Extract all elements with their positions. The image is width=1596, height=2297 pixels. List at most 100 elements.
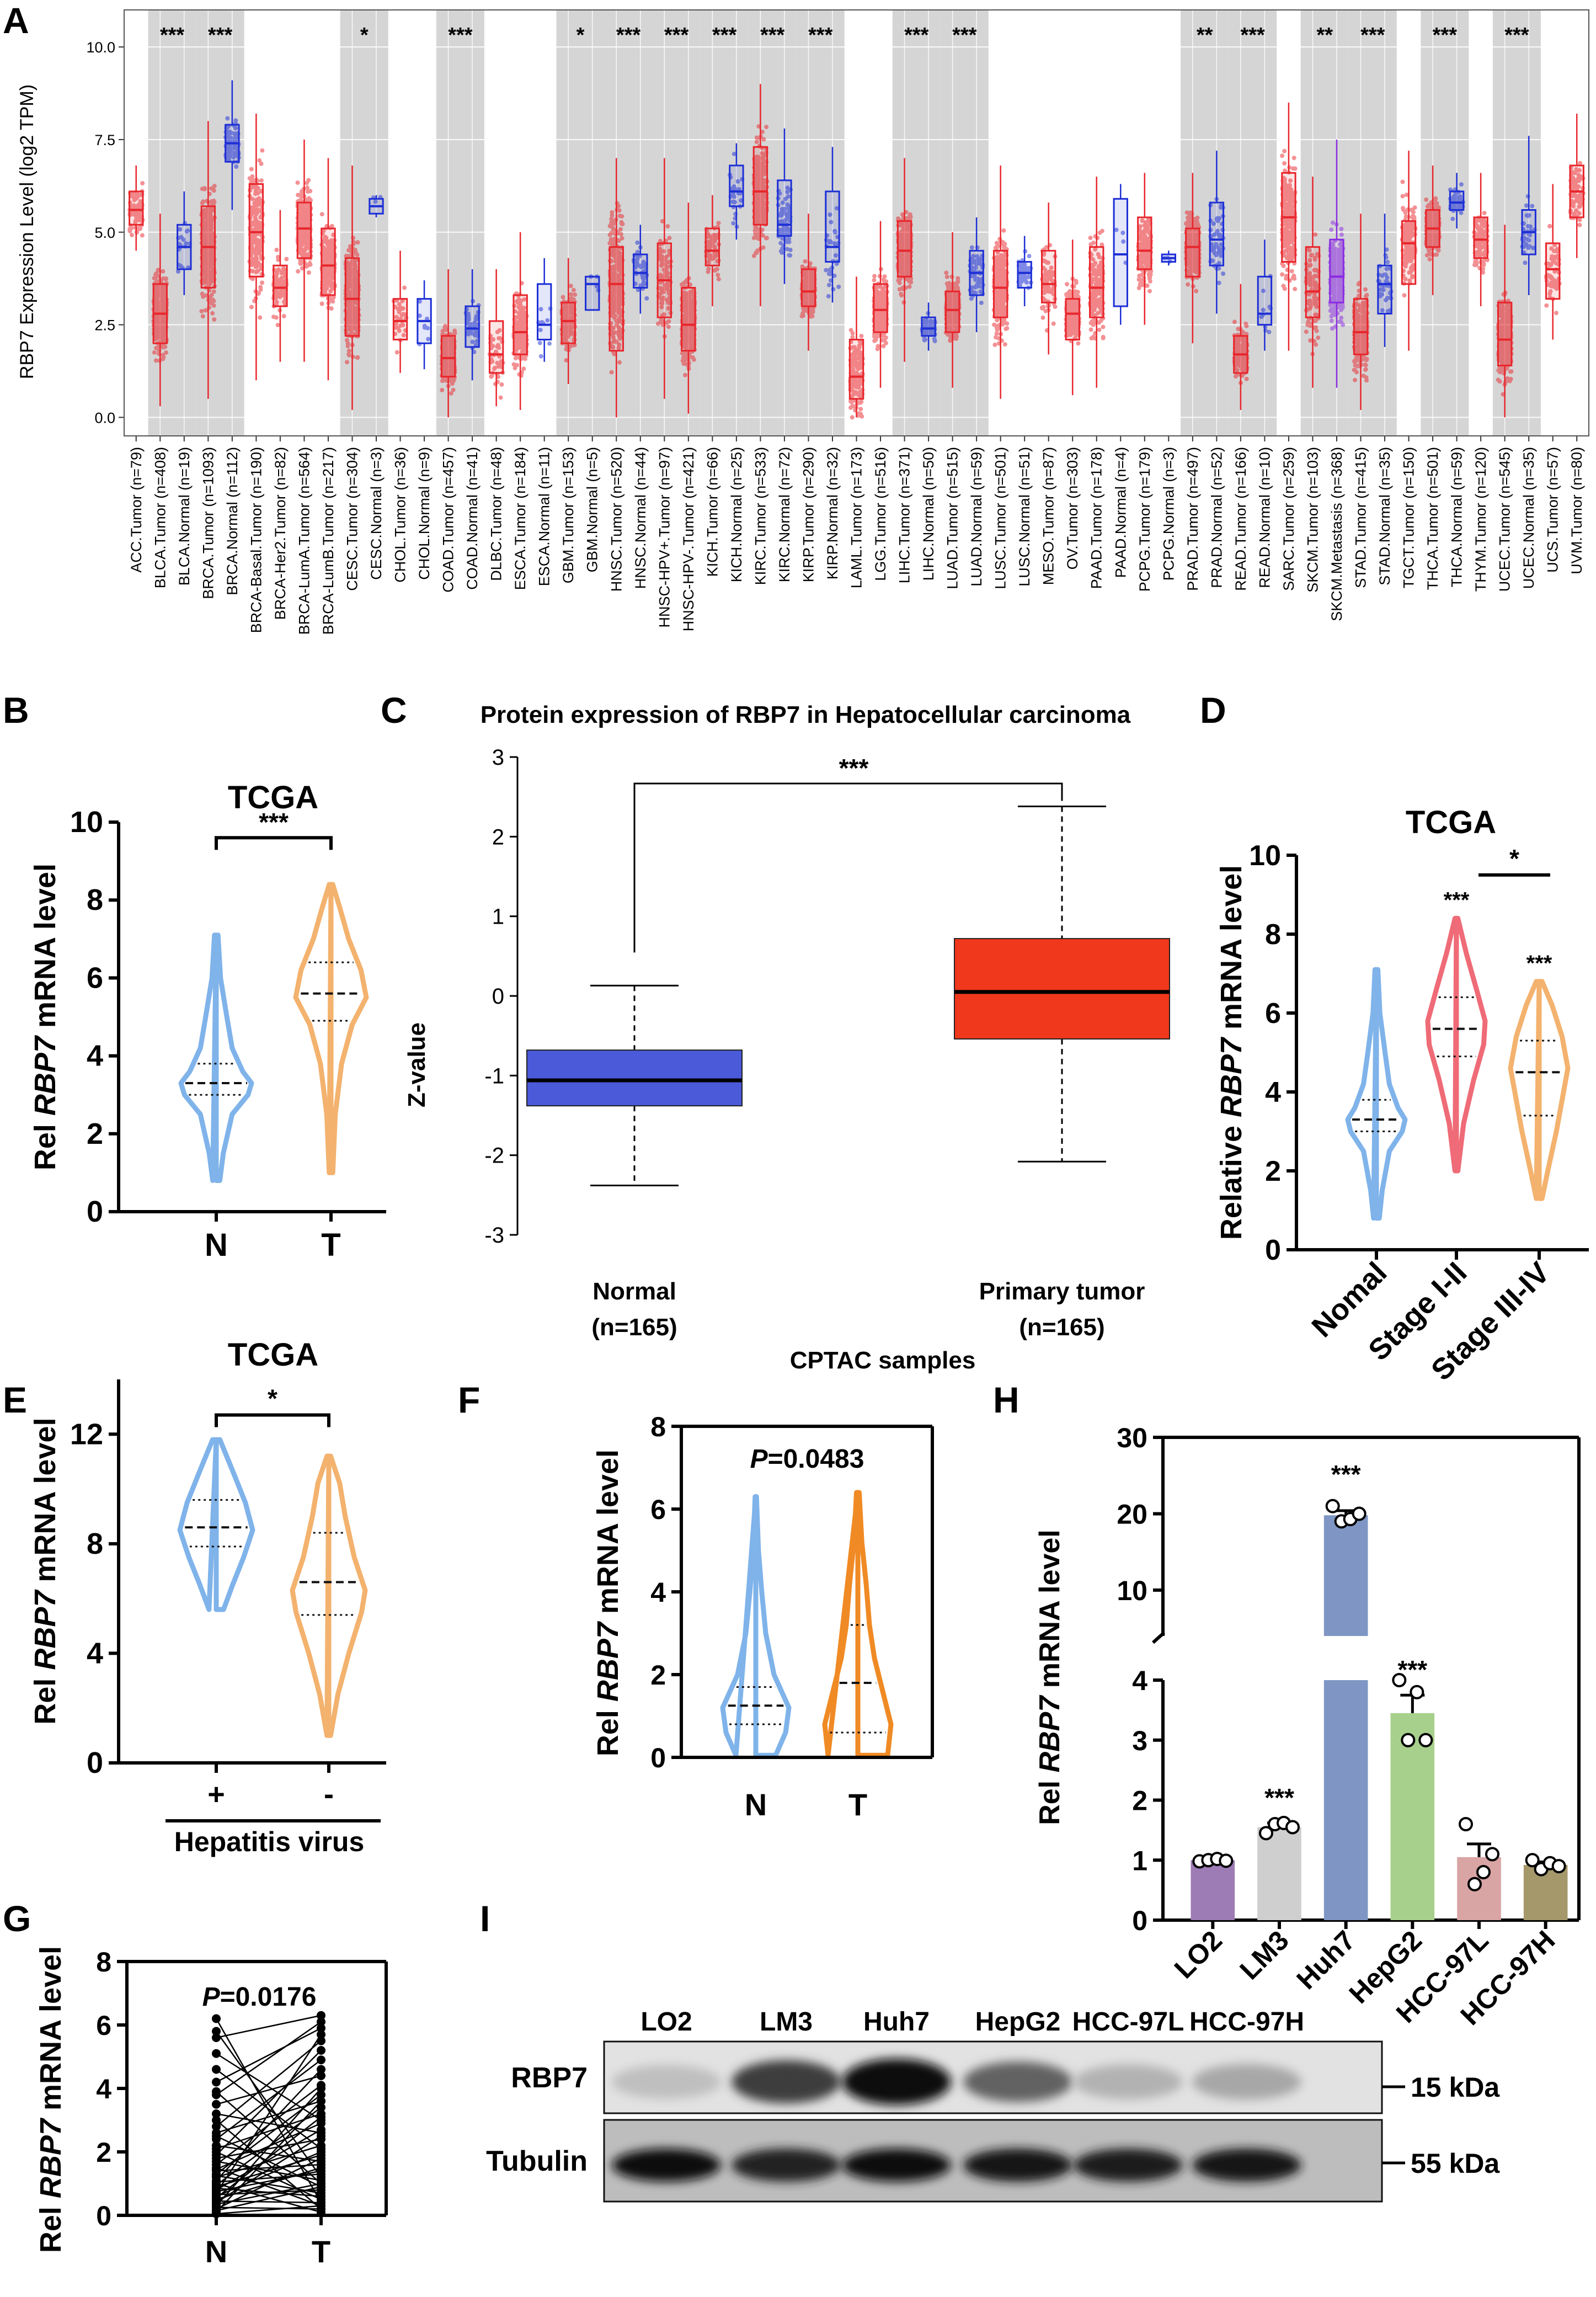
data-point [836, 284, 841, 289]
data-point [225, 116, 230, 121]
box-gbm.normal [585, 275, 600, 311]
box-hnsc.tumor [608, 246, 624, 352]
data-point [561, 295, 565, 300]
data-point [211, 303, 216, 308]
box-coad.tumor [440, 335, 456, 378]
data-point [449, 391, 453, 396]
panel-label-a: A [3, 0, 29, 41]
data-point [498, 395, 503, 400]
shade-band [652, 10, 701, 436]
data-point [153, 358, 158, 363]
data-point [135, 192, 140, 197]
data-point [778, 241, 783, 246]
data-point [161, 269, 166, 274]
box-kirc.tumor [752, 146, 768, 226]
data-point [247, 176, 252, 181]
data-point [872, 278, 877, 283]
data-point [346, 353, 351, 358]
data-point [130, 232, 134, 237]
data-point [824, 268, 829, 273]
data-point [351, 354, 355, 359]
data-point [753, 231, 758, 236]
data-point [716, 276, 721, 281]
data-point [537, 340, 542, 345]
data-point [568, 284, 573, 289]
x-tick-label: BRCA.Normal (n=112) [224, 447, 241, 595]
box-esca.normal [536, 283, 552, 340]
x-tick-label: KICH.Normal (n=25) [728, 447, 745, 582]
data-point [872, 274, 877, 279]
data-point [538, 354, 543, 359]
data-point [260, 280, 265, 285]
data-point [666, 324, 671, 329]
data-point [178, 227, 182, 232]
data-point [161, 355, 166, 359]
data-point [275, 323, 280, 328]
x-tick-label: CHOL.Normal (n=9) [416, 447, 433, 580]
data-point [569, 292, 573, 297]
data-point [521, 366, 526, 371]
x-tick-label: COAD.Normal (n=41) [464, 447, 481, 590]
data-point [644, 296, 649, 301]
data-point [308, 198, 313, 202]
data-point [306, 270, 311, 275]
box-dlbc.tumor [488, 320, 504, 374]
data-point [499, 382, 504, 387]
data-point [210, 297, 215, 302]
data-point [452, 331, 457, 335]
data-point [281, 314, 286, 318]
box-kich.normal [729, 164, 744, 207]
x-tick-label: BRCA.Tumor (n=1093) [200, 447, 216, 599]
x-tick-label: HNSC.Tumor (n=520) [608, 447, 624, 591]
data-point [850, 335, 855, 340]
shade-band [796, 10, 845, 436]
data-point [848, 328, 853, 333]
data-point [619, 220, 624, 225]
data-point [355, 253, 360, 257]
data-point [234, 164, 239, 169]
data-point [683, 353, 687, 358]
data-point [176, 269, 180, 274]
data-point [754, 135, 759, 140]
data-point [760, 233, 765, 238]
x-tick-label: GBM.Tumor (n=153) [560, 447, 577, 583]
x-tick-label: LAML.Tumor (n=173) [848, 447, 865, 588]
data-point [260, 148, 265, 153]
data-point [850, 415, 855, 420]
box-cesc.tumor [344, 257, 360, 337]
data-point [330, 297, 335, 302]
y-tick-label: 7.5 [94, 132, 115, 148]
box-gbm.tumor [561, 301, 576, 344]
data-point [489, 374, 494, 379]
x-tick-label: CESC.Normal (n=3) [368, 447, 385, 580]
box-kirp.normal [825, 190, 840, 263]
data-point [858, 407, 863, 412]
data-point [184, 229, 189, 234]
data-point [683, 372, 687, 377]
data-point [573, 292, 578, 297]
box-coad.normal [465, 305, 480, 348]
x-tick-label: BLCA.Tumor (n=408) [152, 447, 168, 588]
data-point [208, 301, 213, 306]
data-point [764, 125, 769, 130]
data-point [859, 334, 864, 338]
data-point [284, 257, 289, 262]
data-point [754, 140, 759, 145]
data-point [201, 212, 206, 217]
x-tick-label: DLBC.Tumor (n=48) [488, 447, 505, 581]
data-point [731, 221, 736, 226]
y-tick-label: 10.0 [86, 39, 115, 56]
data-point [155, 329, 160, 334]
data-point [402, 285, 407, 290]
data-point [154, 289, 159, 294]
data-point [184, 241, 188, 246]
data-point [154, 345, 159, 350]
x-tick-label: CHOL.Tumor (n=36) [392, 447, 409, 583]
data-point [258, 315, 263, 320]
data-point [199, 309, 204, 313]
data-point [635, 240, 640, 245]
data-point [152, 350, 157, 355]
data-point [355, 240, 360, 245]
data-point [788, 248, 793, 252]
